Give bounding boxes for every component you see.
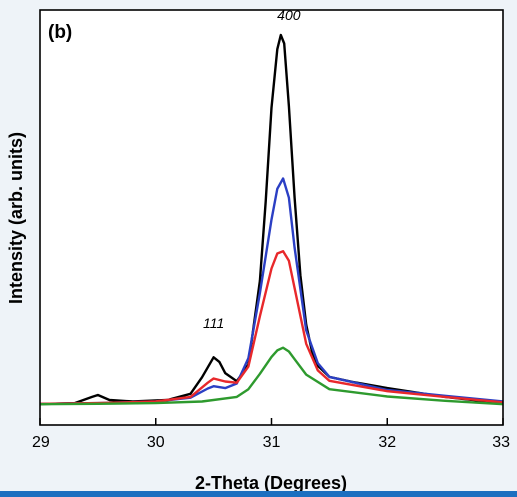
series-line-3 — [39, 249, 504, 405]
x-tick-label: 32 — [378, 434, 396, 451]
x-tick-label: 31 — [263, 434, 281, 451]
x-axis-title: 2-Theta (Degrees) — [195, 473, 347, 493]
x-tick-label: 33 — [492, 434, 510, 451]
x-tick-label: 30 — [147, 434, 165, 451]
x-tick-label: 29 — [32, 434, 50, 451]
y-axis-title: Intensity (arb. units) — [6, 132, 26, 304]
bottom-band — [0, 491, 517, 497]
peak-label-111: 111 — [203, 315, 224, 331]
series-line-4 — [39, 346, 504, 406]
panel-label: (b) — [48, 22, 72, 43]
peak-label-400: 400 — [277, 7, 301, 23]
series-line-2 — [39, 177, 504, 405]
